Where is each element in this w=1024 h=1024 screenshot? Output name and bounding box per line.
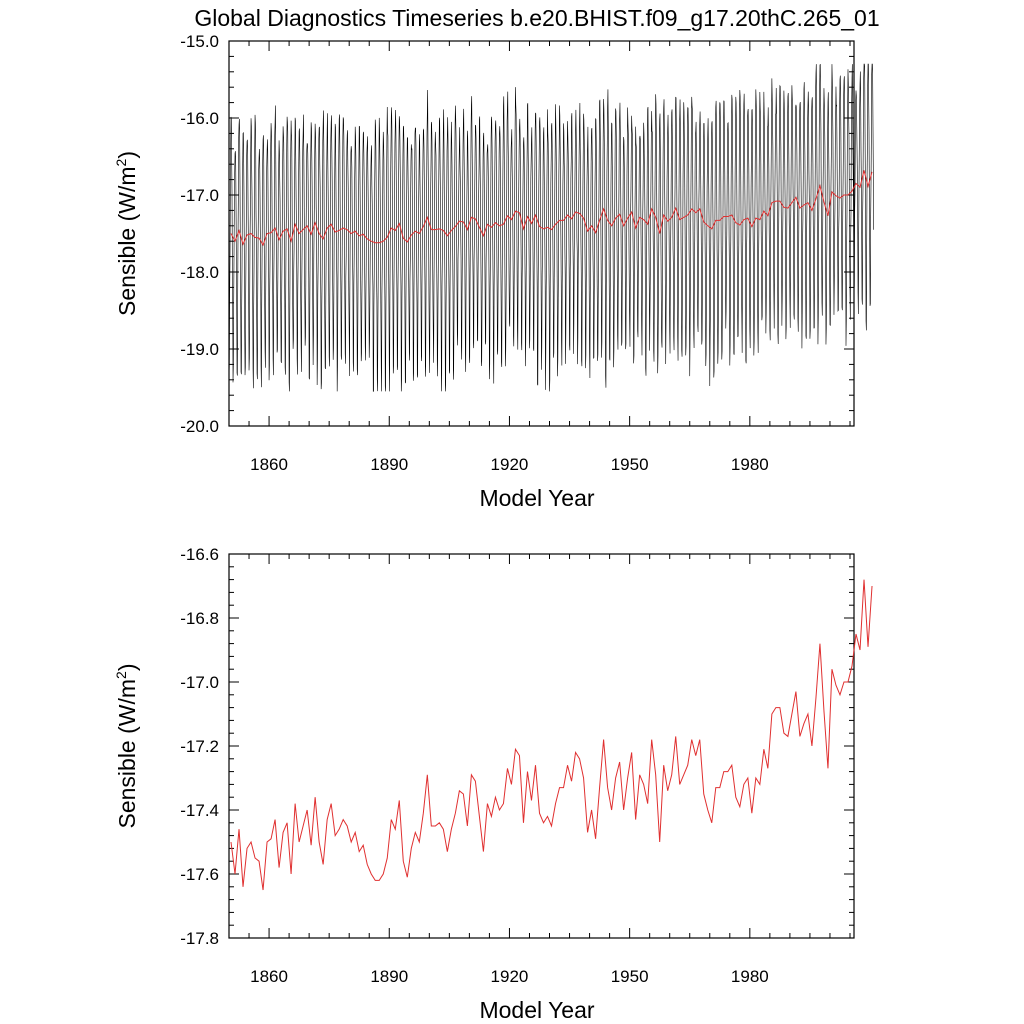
- bottom-x-tick-labels: 1860 1890 1920 1950 1980: [250, 967, 769, 986]
- top-y-axis-label-text: Sensible (W/m: [114, 166, 140, 316]
- bottom-y-axis-label-text: Sensible (W/m: [114, 679, 140, 829]
- top-tick-group: [229, 40, 854, 427]
- y-tick-label: -17.0: [180, 673, 219, 692]
- bottom-plot-frame: [228, 553, 855, 939]
- y-tick-label: -17.2: [180, 737, 219, 756]
- y-tick-label: -19.0: [180, 340, 219, 359]
- bottom-tick-group: [229, 553, 854, 939]
- annual-mean-series-line: [230, 579, 873, 891]
- x-tick-label: 1980: [731, 967, 769, 986]
- chart-title: Global Diagnostics Timeseries b.e20.BHIS…: [194, 5, 879, 31]
- bottom-data-group: [230, 579, 873, 891]
- y-tick-label: -16.8: [180, 609, 219, 628]
- y-tick-label: -18.0: [180, 263, 219, 282]
- top-y-axis-label-superscript: 2: [113, 158, 129, 166]
- bottom-x-axis-label: Model Year: [479, 997, 594, 1023]
- top-y-axis-label: Sensible (W/m2): [113, 151, 140, 316]
- y-tick-label: -15.0: [180, 32, 219, 51]
- y-tick-label: -17.4: [180, 801, 219, 820]
- bottom-y-tick-labels: -17.8 -17.6 -17.4 -17.2 -17.0 -16.8 -16.6: [180, 545, 219, 948]
- x-tick-label: 1890: [370, 455, 408, 474]
- x-tick-label: 1860: [250, 455, 288, 474]
- x-tick-label: 1950: [611, 455, 649, 474]
- x-tick-label: 1950: [611, 967, 649, 986]
- top-plot-frame: [228, 40, 855, 427]
- x-tick-label: 1920: [491, 967, 529, 986]
- top-data-group: [228, 63, 874, 392]
- top-y-tick-labels: -20.0 -19.0 -18.0 -17.0 -16.0 -15.0: [180, 32, 219, 436]
- top-y-axis-label-close: ): [114, 151, 140, 159]
- y-tick-label: -16.0: [180, 109, 219, 128]
- bottom-panel: 1860 1890 1920 1950 1980 -17.8-17.6-17.4-17.…: [113, 545, 873, 1023]
- bottom-y-axis-label: Sensible (W/m2): [113, 663, 140, 828]
- monthly-series-line: [228, 63, 874, 392]
- y-tick-label: -17.8: [180, 929, 219, 948]
- x-tick-label: 1890: [370, 967, 408, 986]
- y-tick-label: -17.0: [180, 186, 219, 205]
- top-x-tick-labels: 1860 1890 1920 1950 1980: [250, 455, 769, 474]
- top-x-axis-label: Model Year: [479, 485, 594, 511]
- annual-mean-series-line: [230, 170, 873, 247]
- x-tick-label: 1980: [731, 455, 769, 474]
- y-tick-label: -17.6: [180, 865, 219, 884]
- x-tick-label: 1920: [491, 455, 529, 474]
- bottom-y-axis-label-superscript: 2: [113, 671, 129, 679]
- x-tick-label: 1860: [250, 967, 288, 986]
- top-panel: 1860 1890 1920 1950 1980 -20.0 -19.0 -18.0 -17.…: [113, 32, 874, 511]
- y-tick-label: -16.6: [180, 545, 219, 564]
- bottom-y-axis-label-close: ): [114, 663, 140, 671]
- y-tick-label: -20.0: [180, 417, 219, 436]
